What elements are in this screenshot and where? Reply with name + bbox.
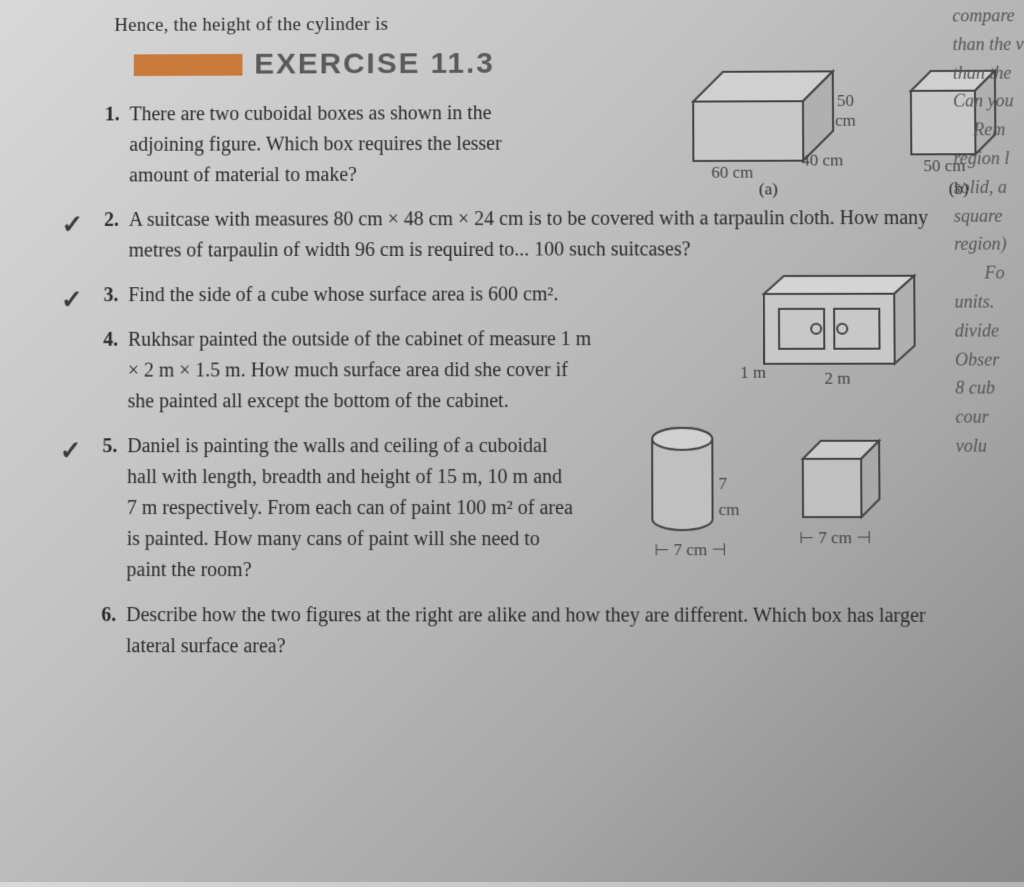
problem-text: There are two cuboidal boxes as shown in… (129, 98, 516, 191)
edge-word: region l (953, 144, 1024, 173)
dim-7cm-s: ⊢ 7 cm ⊣ (799, 525, 871, 552)
problem-number: 1. (93, 100, 119, 192)
dim-7cm-h: 7 cm (718, 471, 739, 524)
problem-number: 5. (91, 431, 118, 586)
checkmark-icon: ✓ (61, 205, 83, 245)
problem-text: Rukhsar painted the outside of the cabin… (128, 324, 607, 417)
edge-word: than the v (952, 30, 1024, 59)
problem-1: 1. There are two cuboidal boxes as shown… (93, 97, 963, 192)
problem-number: 3. (93, 280, 119, 311)
problem-4: 4. Rukhsar painted the outside of the ca… (92, 324, 966, 418)
dim-2m: 2 m (824, 366, 850, 392)
edge-word: Fo (984, 259, 1024, 288)
problem-6: 6. Describe how the two figures at the r… (90, 600, 967, 663)
problem-number: 4. (92, 325, 118, 417)
dim-7cm-d: ⊢ 7 cm ⊣ (654, 537, 726, 563)
problem-text: Find the side of a cube whose surface ar… (128, 279, 606, 311)
cylinder-figure: 7 cm ⊢ 7 cm ⊣ (644, 421, 735, 551)
problem-text: Daniel is painting the walls and ceiling… (126, 431, 586, 586)
checkmark-icon: ✓ (60, 431, 82, 471)
edge-word: Rem (973, 115, 1024, 144)
edge-word: region) (954, 230, 1024, 259)
hence-line: Hence, the height of the cylinder is (114, 12, 962, 37)
edge-word: Can you (953, 87, 1024, 116)
dim-1m: 1 m (740, 360, 766, 386)
edge-word: 8 cub (955, 374, 1024, 403)
problems-list: 1. There are two cuboidal boxes as shown… (90, 97, 967, 664)
cabinet-figure: 1 m 2 m (744, 264, 925, 394)
edge-word: Obser (955, 345, 1024, 374)
edge-word: divide (955, 316, 1024, 345)
exercise-title: EXERCISE 11.3 (254, 47, 495, 81)
orange-bar (134, 54, 243, 76)
problem-2: ✓ 2. A suitcase with measures 80 cm × 48… (93, 203, 964, 267)
problem-5: ✓ 5. Daniel is painting the walls and ce… (91, 431, 967, 587)
problem-text: A suitcase with measures 80 cm × 48 cm ×… (129, 203, 965, 267)
edge-word: square (954, 201, 1024, 230)
problem-number: 6. (90, 600, 116, 662)
textbook-page: Hence, the height of the cylinder is EXE… (0, 1, 1024, 886)
problem-text: Describe how the two figures at the righ… (126, 600, 968, 663)
edge-word: than the (953, 58, 1024, 87)
edge-word: volu (956, 432, 1024, 461)
edge-word: solid, a (954, 173, 1024, 202)
edge-word: compare (952, 1, 1024, 30)
edge-word: cour (955, 403, 1024, 432)
cube-7-figure: ⊢ 7 cm ⊣ (795, 431, 896, 552)
problem-number: 2. (93, 205, 119, 266)
page-edge-text: compare than the v than the Can you Rem … (952, 1, 1024, 460)
cylinder-cube-figures: 7 cm ⊢ 7 cm ⊣ ⊢ 7 cm ⊣ (644, 421, 896, 552)
edge-word: units. (954, 287, 1024, 316)
checkmark-icon: ✓ (61, 280, 83, 320)
